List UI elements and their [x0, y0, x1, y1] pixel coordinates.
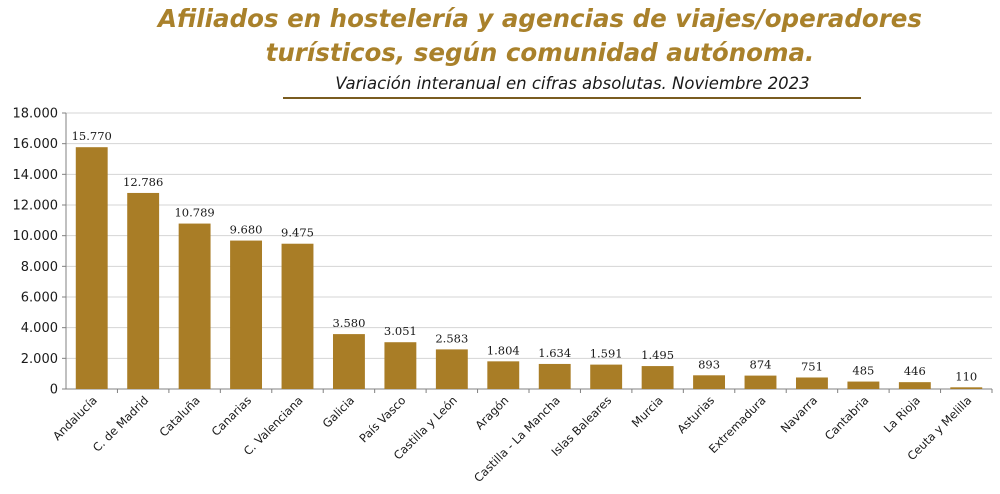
bars: [75, 147, 983, 389]
category-label: Murcia: [629, 393, 666, 430]
y-tick-label: 16.000: [13, 137, 59, 152]
category-label: Cataluña: [156, 393, 202, 439]
y-tick-label: 2.000: [21, 352, 58, 367]
value-label: 3.051: [384, 324, 417, 338]
category-label: País Vasco: [356, 393, 408, 445]
bar: [281, 243, 314, 389]
bar: [538, 363, 571, 389]
bar: [795, 377, 828, 389]
category-label: Cantabria: [822, 393, 872, 443]
value-label: 15.770: [72, 129, 112, 143]
value-label: 446: [904, 364, 926, 378]
value-label: 1.634: [538, 346, 571, 360]
chart-subtitle: Variación interanual en cifras absolutas…: [335, 74, 810, 93]
value-label: 9.680: [230, 223, 263, 237]
value-label: 874: [750, 358, 772, 372]
y-tick-label: 0: [50, 383, 58, 398]
axes: [62, 112, 993, 393]
bar: [847, 381, 880, 389]
bar: [641, 366, 674, 389]
value-label: 10.789: [174, 206, 214, 220]
category-label: Canarias: [209, 393, 255, 439]
subtitle-underline: [283, 97, 861, 99]
value-label: 751: [801, 359, 823, 373]
bar: [384, 342, 417, 389]
value-label: 12.786: [123, 175, 163, 189]
bar: [435, 349, 468, 389]
category-label: Aragón: [472, 393, 511, 432]
gridlines: [66, 112, 992, 359]
value-label: 1.591: [590, 347, 623, 361]
y-tick-label: 18.000: [13, 107, 59, 122]
category-label: Navarra: [778, 393, 820, 435]
bar: [332, 334, 365, 389]
y-tick-label: 4.000: [21, 321, 58, 336]
bar: [693, 375, 726, 389]
category-label: Andalucía: [50, 393, 100, 443]
value-label: 1.804: [487, 343, 520, 357]
value-label: 485: [852, 364, 874, 378]
bar: [898, 382, 931, 389]
bar: [178, 223, 211, 389]
value-label: 3.580: [332, 316, 365, 330]
category-label: Galicia: [320, 393, 357, 430]
category-label: La Rioja: [881, 393, 923, 435]
chart-title: Afiliados en hostelería y agencias de vi…: [158, 4, 922, 67]
bar: [950, 387, 983, 389]
category-label: Asturias: [674, 393, 717, 436]
value-label: 110: [955, 369, 977, 383]
category-label: Castilla - La Mancha: [471, 393, 563, 485]
y-tick-label: 14.000: [13, 168, 59, 183]
bar: [127, 192, 160, 389]
y-tick-label: 10.000: [13, 229, 59, 244]
bar: [590, 364, 623, 389]
value-label: 893: [698, 357, 720, 371]
y-tick-label: 6.000: [21, 291, 58, 306]
bar: [230, 240, 263, 389]
value-label: 2.583: [435, 331, 468, 345]
bar: [75, 147, 108, 389]
bar: [487, 361, 520, 389]
y-tick-labels: 0 2.000 4.000 6.000 8.000 10.000 12.000 14.000 1…: [13, 107, 59, 398]
y-tick-label: 12.000: [13, 199, 59, 214]
value-label: 1.495: [641, 348, 674, 362]
value-labels: 15.770 12.786 10.789 9.680 9.475 3.580 3.051 2.…: [72, 129, 978, 383]
value-label: 9.475: [281, 226, 314, 240]
bar: [744, 375, 777, 389]
y-tick-label: 8.000: [21, 260, 58, 275]
